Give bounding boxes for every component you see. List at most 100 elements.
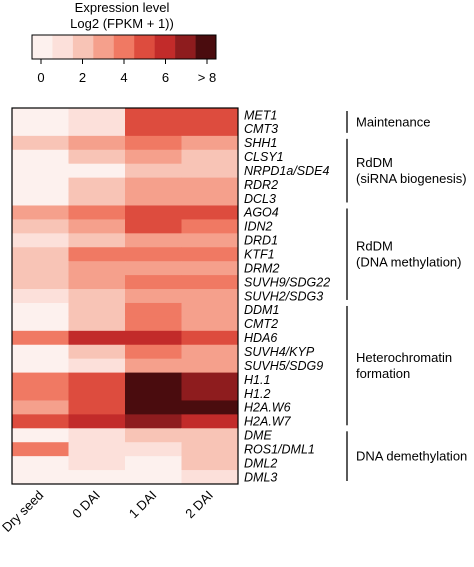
gene-label: DCL3 (244, 192, 276, 206)
heatmap-cell (125, 108, 182, 123)
column-label: 2 DAI (182, 488, 216, 522)
heatmap-cell (125, 261, 182, 276)
colorbar: Expression level Log2 (FPKM + 1)) 0 2 4 6 > … (31, 0, 217, 85)
heatmap-cell (181, 414, 239, 429)
heatmap-cell (68, 442, 126, 457)
heatmap-cell (68, 330, 126, 346)
heatmap-cell (12, 191, 69, 206)
heatmap-cell (181, 456, 239, 471)
heatmap-cell (68, 302, 126, 318)
colorbar-title-line1: Expression level (75, 0, 170, 15)
heatmap-cell (125, 135, 182, 151)
column-label: 1 DAI (126, 488, 160, 522)
heatmap-cell (12, 358, 69, 373)
heatmap-cell (12, 289, 69, 304)
heatmap-cell (181, 108, 239, 123)
heatmap-cell (181, 330, 239, 346)
heatmap-cell (125, 358, 182, 373)
heatmap-cell (68, 177, 126, 192)
heatmap-cell (68, 470, 126, 485)
group-label: (DNA methylation) (356, 255, 461, 270)
heatmap-cell (12, 428, 69, 443)
colorbar-swatch (134, 35, 155, 59)
group-label: Maintenance (356, 114, 430, 129)
heatmap-cell (181, 344, 239, 360)
colorbar-swatch (32, 35, 53, 59)
gene-label: SUVH5/SDG9 (244, 359, 323, 373)
group-label: (siRNA biogenesis) (356, 171, 467, 186)
heatmap-cell (181, 247, 239, 262)
heatmap-cell (12, 442, 69, 457)
heatmap-cell (68, 163, 126, 179)
heatmap-cell (125, 233, 182, 248)
heatmap-cell (181, 177, 239, 192)
gene-label: DML2 (244, 456, 277, 470)
heatmap-cell (181, 149, 239, 165)
heatmap-cell (125, 205, 182, 220)
heatmap-cell (68, 428, 126, 443)
colorbar-ticks: 0 2 4 6 > 8 (37, 59, 216, 85)
heatmap-cell (181, 191, 239, 206)
gene-label: DML3 (244, 470, 277, 484)
heatmap-cell (68, 205, 126, 220)
heatmap-cell (68, 400, 126, 415)
heatmap-cell (68, 289, 126, 304)
colorbar-tick-label: 6 (162, 70, 169, 85)
heatmap-cell (181, 219, 239, 234)
heatmap-cell (181, 428, 239, 443)
heatmap-cell (125, 470, 182, 485)
heatmap-cell (125, 289, 182, 304)
gene-label: H1.2 (244, 387, 270, 401)
heatmap-cell (181, 386, 239, 401)
colorbar-swatch (195, 35, 217, 59)
heatmap-cell (68, 135, 126, 151)
group-label: Heterochromatin (356, 350, 452, 365)
colorbar-tick-label: 2 (79, 70, 86, 85)
heatmap-cell (125, 316, 182, 332)
heatmap-cell (68, 316, 126, 332)
colorbar-swatch (154, 35, 176, 59)
heatmap-cell (125, 275, 182, 290)
column-label: Dry seed (0, 488, 46, 535)
heatmap-cell (12, 149, 69, 165)
heatmap-grid (11, 107, 239, 485)
heatmap-cell (12, 233, 69, 248)
heatmap-cell (12, 177, 69, 192)
heatmap-cell (125, 386, 182, 401)
heatmap-cell (125, 372, 182, 387)
heatmap-cell (125, 219, 182, 234)
gene-label: DME (244, 429, 272, 443)
heatmap-cell (125, 330, 182, 346)
gene-label: RDR2 (244, 178, 278, 192)
colorbar-title-line2: Log2 (FPKM + 1)) (70, 16, 174, 31)
heatmap-cell (125, 302, 182, 318)
heatmap-cell (68, 108, 126, 123)
heatmap-cell (181, 135, 239, 151)
gene-label: CMT2 (244, 317, 278, 331)
heatmap-cell (12, 163, 69, 179)
heatmap-cell (181, 442, 239, 457)
heatmap-cell (125, 177, 182, 192)
heatmap-cell (12, 302, 69, 318)
heatmap-cell (181, 358, 239, 373)
heatmap-cell (125, 344, 182, 360)
heatmap-cell (181, 470, 239, 485)
gene-label: NRPD1a/SDE4 (244, 164, 329, 178)
heatmap-cell (181, 261, 239, 276)
gene-label: H2A.W6 (244, 401, 291, 415)
heatmap-cell (12, 400, 69, 415)
heatmap-cell (12, 456, 69, 471)
heatmap-cell (12, 386, 69, 401)
heatmap-cell (68, 386, 126, 401)
heatmap-cell (68, 261, 126, 276)
heatmap-cell (12, 261, 69, 276)
gene-label: HDA6 (244, 331, 277, 345)
gene-label: KTF1 (244, 248, 275, 262)
heatmap-cell (12, 330, 69, 346)
gene-label: CMT3 (244, 122, 278, 136)
heatmap-cell (125, 149, 182, 165)
heatmap-cell (125, 442, 182, 457)
heatmap-cell (12, 470, 69, 485)
